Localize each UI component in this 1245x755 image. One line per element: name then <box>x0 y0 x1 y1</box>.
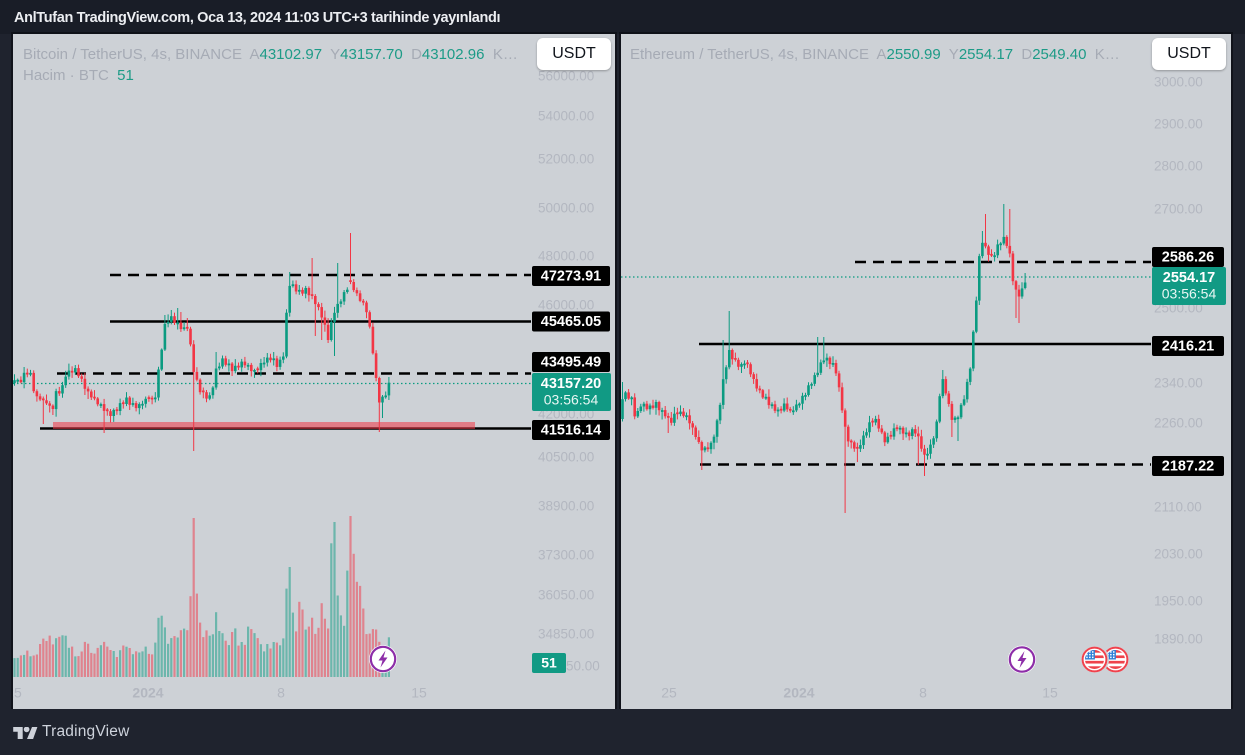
svg-text:2586.26: 2586.26 <box>1162 249 1214 265</box>
svg-text:Hacim · BTC 51: Hacim · BTC 51 <box>23 67 134 84</box>
svg-text:2700.00: 2700.00 <box>1154 202 1203 217</box>
svg-text:8: 8 <box>919 685 927 701</box>
svg-text:03:56:54: 03:56:54 <box>544 392 599 408</box>
svg-text:2416.21: 2416.21 <box>1162 338 1214 354</box>
svg-text:56000.00: 56000.00 <box>538 69 594 84</box>
svg-text:50.00: 50.00 <box>566 659 600 674</box>
svg-text:2554.17: 2554.17 <box>1163 270 1215 286</box>
svg-text:47273.91: 47273.91 <box>541 268 601 284</box>
svg-text:43495.49: 43495.49 <box>541 354 601 370</box>
svg-text:03:56:54: 03:56:54 <box>1162 286 1217 302</box>
svg-text:2024: 2024 <box>132 685 163 701</box>
svg-text:2340.00: 2340.00 <box>1154 376 1203 391</box>
svg-text:15: 15 <box>1042 685 1058 701</box>
svg-text:41516.14: 41516.14 <box>541 422 601 438</box>
svg-text:40500.00: 40500.00 <box>538 450 594 465</box>
svg-text:38900.00: 38900.00 <box>538 499 594 514</box>
svg-text:2024: 2024 <box>783 685 814 701</box>
svg-text:2800.00: 2800.00 <box>1154 159 1203 174</box>
svg-text:2900.00: 2900.00 <box>1154 117 1203 132</box>
svg-text:43157.20: 43157.20 <box>541 376 601 392</box>
svg-text:50000.00: 50000.00 <box>538 201 594 216</box>
svg-text:25: 25 <box>661 685 677 701</box>
svg-text:48000.00: 48000.00 <box>538 249 594 264</box>
svg-text:34850.00: 34850.00 <box>538 627 594 642</box>
svg-text:45465.05: 45465.05 <box>541 314 601 330</box>
svg-text:36050.00: 36050.00 <box>538 588 594 603</box>
svg-text:8: 8 <box>277 685 285 701</box>
svg-text:15: 15 <box>411 685 427 701</box>
svg-text:2030.00: 2030.00 <box>1154 547 1203 562</box>
svg-text:2260.00: 2260.00 <box>1154 416 1203 431</box>
svg-text:2187.22: 2187.22 <box>1162 458 1214 474</box>
svg-text:3000.00: 3000.00 <box>1154 75 1203 90</box>
svg-text:25: 25 <box>13 685 22 701</box>
svg-text:2110.00: 2110.00 <box>1154 500 1202 515</box>
svg-text:54000.00: 54000.00 <box>538 109 594 124</box>
svg-text:1950.00: 1950.00 <box>1154 594 1203 609</box>
svg-text:1890.00: 1890.00 <box>1154 632 1203 647</box>
svg-text:Ethereum / TetherUS, 4s, BINAN: Ethereum / TetherUS, 4s, BINANCE A2550.9… <box>630 46 1120 63</box>
svg-text:46000.00: 46000.00 <box>538 298 594 313</box>
svg-text:52000.00: 52000.00 <box>538 152 594 167</box>
svg-text:37300.00: 37300.00 <box>538 548 594 563</box>
svg-text:51: 51 <box>541 655 557 671</box>
svg-text:Bitcoin / TetherUS, 4s, BINANC: Bitcoin / TetherUS, 4s, BINANCE A43102.9… <box>23 46 518 63</box>
